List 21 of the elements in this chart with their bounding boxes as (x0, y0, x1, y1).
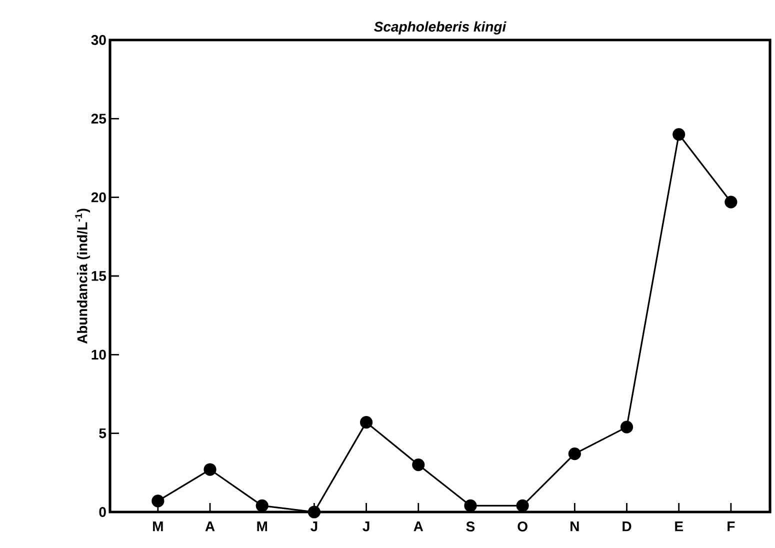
y-tick-label: 30 (91, 35, 106, 45)
chart-title: Scapholeberis kingi (374, 21, 506, 34)
y-tick-label: 5 (99, 428, 106, 438)
x-tick-label: J (310, 522, 318, 532)
y-tick-label: 25 (91, 114, 106, 124)
y-tick-label: 0 (99, 507, 106, 517)
y-tick-label: 20 (91, 192, 106, 202)
y-tick-label: 10 (92, 350, 106, 360)
x-tick-label: N (570, 522, 579, 532)
x-tick-label: M (257, 522, 268, 532)
x-tick-label: F (728, 522, 735, 532)
y-tick-label: 15 (92, 271, 106, 281)
x-tick-label: S (466, 522, 475, 532)
x-tick-label: A (414, 522, 424, 532)
x-tick-label: A (205, 522, 215, 532)
x-tick-label: O (518, 522, 528, 532)
x-tick-label: E (675, 522, 683, 532)
x-tick-label: D (622, 522, 632, 532)
x-tick-label: J (362, 522, 370, 532)
y-axis-title: Abundancia (ind/L$^{-1}$) (75, 208, 90, 344)
x-tick-label: M (153, 522, 163, 532)
